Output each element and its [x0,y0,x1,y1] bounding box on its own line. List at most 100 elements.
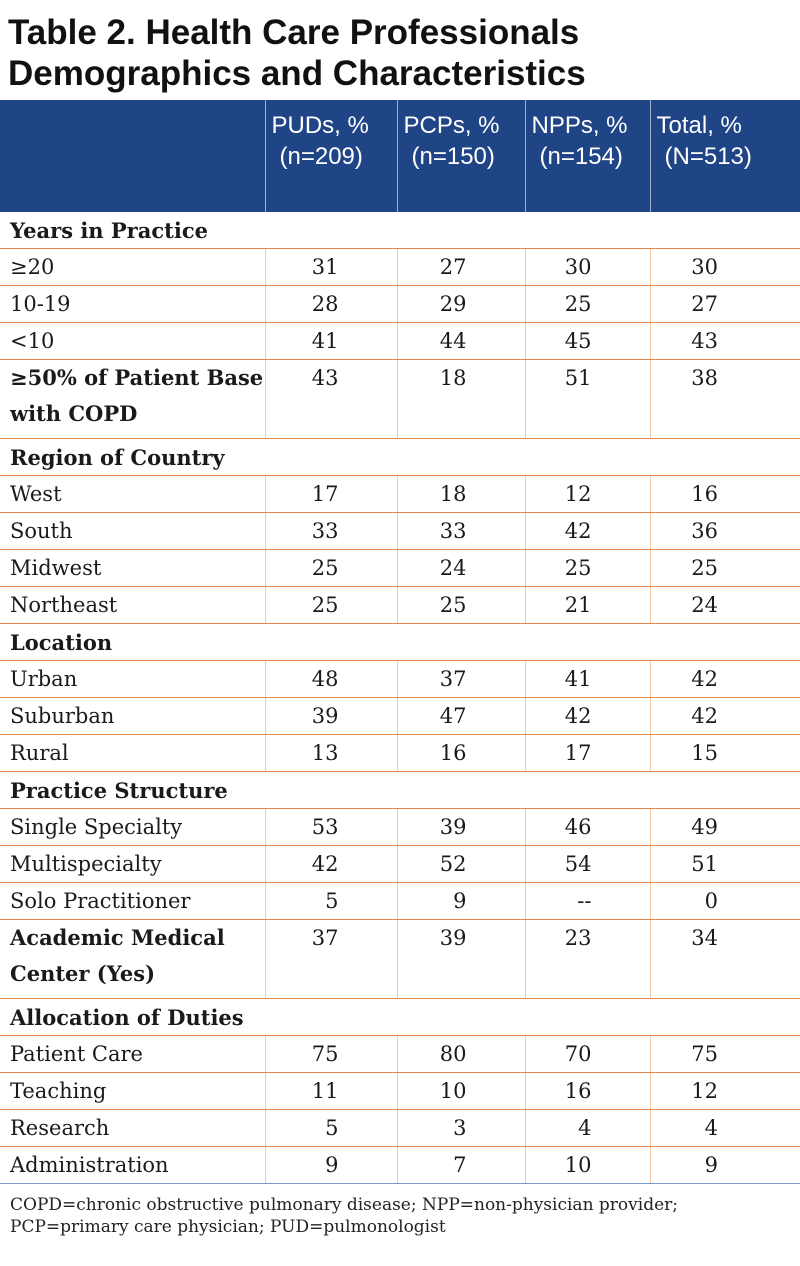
value-cell: 17 [524,734,650,772]
value-cell: 7 [396,1146,525,1184]
section-header-row: Practice Structure [0,771,800,809]
value-cell: 24 [396,549,525,587]
value-cell: 25 [649,549,800,587]
title-line-1: Table 2. Health Care Professionals [8,13,580,52]
header-total: Total, % (N=513) [649,100,800,212]
value-cell: 42 [264,845,397,883]
row-label: Suburban [0,697,265,735]
value-cell: 33 [264,512,397,550]
value-cell: 25 [524,285,650,323]
value-cell: 29 [396,285,525,323]
row-label: Academic Medical Center (Yes) [0,919,265,999]
value-cell: 70 [524,1035,650,1073]
value-cell: 18 [396,475,525,513]
table-row: Solo Practitioner 5 9 -- 0 [0,882,800,920]
row-label: Solo Practitioner [0,882,265,920]
value-cell: 4 [524,1109,650,1147]
section-label: Practice Structure [0,771,800,809]
row-label: South [0,512,265,550]
header-row: PUDs, % (n=209) PCPs, % (n=150) NPPs, % … [0,100,800,212]
value-cell: 12 [649,1072,800,1110]
section-label: Allocation of Duties [0,998,800,1036]
value-cell: 42 [524,697,650,735]
row-label: Research [0,1109,265,1147]
value-cell: 44 [396,322,525,360]
value-cell: 10 [396,1072,525,1110]
value-cell: 10 [524,1146,650,1184]
row-label: Single Specialty [0,808,265,846]
value-cell: 37 [264,919,397,999]
value-cell: 34 [649,919,800,999]
value-cell: 15 [649,734,800,772]
row-label: Northeast [0,586,265,624]
value-cell: 80 [396,1035,525,1073]
row-label: West [0,475,265,513]
table-row: Academic Medical Center (Yes) 37 39 23 34 [0,919,800,999]
value-cell: 9 [264,1146,397,1184]
table-body: Years in Practice ≥20 31 27 30 30 10-19 28 29 25 2… [0,212,800,1184]
row-label: ≥20 [0,248,265,286]
value-cell: 54 [524,845,650,883]
table-row: ≥50% of Patient Base with COPD 43 18 51 38 [0,359,800,439]
table-row: Patient Care 75 80 70 75 [0,1035,800,1073]
value-cell: 49 [649,808,800,846]
value-cell: 21 [524,586,650,624]
footnote: COPD=chronic obstructive pulmonary disea… [10,1195,678,1237]
row-label: Administration [0,1146,265,1184]
value-cell: 39 [264,697,397,735]
value-cell: 42 [649,697,800,735]
value-cell: 36 [649,512,800,550]
table-row: Urban 48 37 41 42 [0,660,800,698]
section-label: Years in Practice [0,212,800,249]
header-n: (n=209) [279,143,363,170]
value-cell: 16 [524,1072,650,1110]
row-label: 10-19 [0,285,265,323]
value-cell: 42 [524,512,650,550]
value-cell: 42 [649,660,800,698]
value-cell: 43 [649,322,800,360]
value-cell: 45 [524,322,650,360]
value-cell: 53 [264,808,397,846]
value-cell: 30 [524,248,650,286]
table-row: 10-19 28 29 25 27 [0,285,800,323]
value-cell: 39 [396,808,525,846]
table-row: Single Specialty 53 39 46 49 [0,808,800,846]
value-cell: 13 [264,734,397,772]
row-label: Teaching [0,1072,265,1110]
table-row: ≥20 31 27 30 30 [0,248,800,286]
value-cell: 5 [264,1109,397,1147]
header-n: (n=150) [411,143,495,170]
value-cell: 25 [524,549,650,587]
value-cell: 25 [264,549,397,587]
value-cell: 51 [524,359,650,439]
value-cell: 17 [264,475,397,513]
header-label: PCPs, % [403,112,500,139]
value-cell: 18 [396,359,525,439]
table-row: Research 5 3 4 4 [0,1109,800,1147]
value-cell: 38 [649,359,800,439]
value-cell: 52 [396,845,525,883]
header-label: NPPs, % [531,112,628,139]
header-label: PUDs, % [271,112,369,139]
value-cell: 24 [649,586,800,624]
row-label: <10 [0,322,265,360]
section-header-row: Years in Practice [0,212,800,249]
section-label: Region of Country [0,438,800,476]
value-cell: 25 [396,586,525,624]
value-cell: 41 [264,322,397,360]
value-cell: 11 [264,1072,397,1110]
value-cell: 48 [264,660,397,698]
row-label: Patient Care [0,1035,265,1073]
value-cell: 31 [264,248,397,286]
row-label: Rural [0,734,265,772]
header-puds: PUDs, % (n=209) [264,100,397,212]
header-n: (N=513) [664,143,752,170]
header-label: Total, % [656,112,742,139]
value-cell: 37 [396,660,525,698]
section-header-row: Allocation of Duties [0,998,800,1036]
value-cell: 3 [396,1109,525,1147]
table-row: Northeast 25 25 21 24 [0,586,800,624]
value-cell: 9 [649,1146,800,1184]
value-cell: 47 [396,697,525,735]
value-cell: 23 [524,919,650,999]
